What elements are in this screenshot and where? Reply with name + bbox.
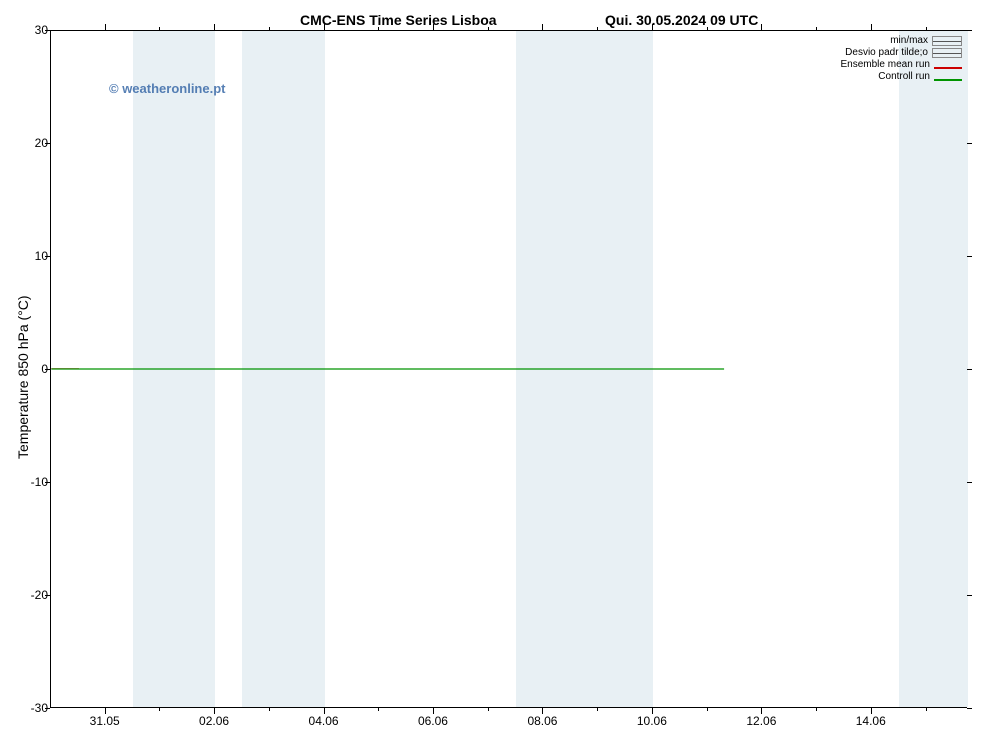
- legend-item: Controll run: [841, 71, 963, 83]
- x-tick-mark: [105, 24, 106, 30]
- x-tick-label: 02.06: [199, 714, 229, 728]
- legend: min/maxDesvio padr tilde;oEnsemble mean …: [841, 35, 963, 83]
- legend-item: min/max: [841, 35, 963, 47]
- x-tick-mark: [105, 708, 106, 714]
- y-tick-mark: [967, 369, 972, 370]
- x-minor-tick-mark: [707, 708, 708, 711]
- y-tick-mark: [45, 30, 50, 31]
- y-tick-mark: [967, 482, 972, 483]
- legend-label: Ensemble mean run: [841, 59, 931, 71]
- x-minor-tick-mark: [378, 708, 379, 711]
- x-tick-label: 12.06: [746, 714, 776, 728]
- y-tick-mark: [45, 708, 50, 709]
- y-tick-mark: [45, 143, 50, 144]
- legend-item: Desvio padr tilde;o: [841, 47, 963, 59]
- chart-lines-svg: [51, 31, 966, 707]
- x-tick-mark: [433, 708, 434, 714]
- y-tick-mark: [967, 256, 972, 257]
- x-minor-tick-mark: [488, 708, 489, 711]
- y-tick-label: -30: [21, 701, 48, 715]
- x-minor-tick-mark: [926, 27, 927, 30]
- x-tick-label: 08.06: [527, 714, 557, 728]
- x-minor-tick-mark: [816, 708, 817, 711]
- y-axis-label: Temperature 850 hPa (°C): [15, 295, 31, 459]
- x-tick-mark: [761, 24, 762, 30]
- y-tick-mark: [967, 30, 972, 31]
- x-tick-mark: [871, 708, 872, 714]
- x-tick-mark: [542, 24, 543, 30]
- x-tick-mark: [324, 24, 325, 30]
- x-tick-label: 14.06: [856, 714, 886, 728]
- x-tick-mark: [214, 708, 215, 714]
- y-tick-mark: [45, 482, 50, 483]
- x-minor-tick-mark: [269, 27, 270, 30]
- x-tick-mark: [761, 708, 762, 714]
- chart-title-left: CMC-ENS Time Series Lisboa: [300, 12, 497, 28]
- x-minor-tick-mark: [597, 708, 598, 711]
- legend-swatch: [934, 79, 962, 81]
- x-tick-mark: [652, 708, 653, 714]
- x-minor-tick-mark: [597, 27, 598, 30]
- watermark: © weatheronline.pt: [109, 81, 225, 96]
- legend-label: min/max: [890, 35, 928, 47]
- x-tick-mark: [433, 24, 434, 30]
- x-tick-label: 10.06: [637, 714, 667, 728]
- chart-container: CMC-ENS Time Series Lisboa Qui. 30.05.20…: [0, 0, 1000, 733]
- x-tick-label: 06.06: [418, 714, 448, 728]
- chart-title-right: Qui. 30.05.2024 09 UTC: [605, 12, 758, 28]
- x-minor-tick-mark: [488, 27, 489, 30]
- x-minor-tick-mark: [269, 708, 270, 711]
- x-minor-tick-mark: [707, 27, 708, 30]
- y-tick-label: -20: [21, 588, 48, 602]
- plot-area: © weatheronline.pt min/maxDesvio padr ti…: [50, 30, 967, 708]
- x-tick-mark: [214, 24, 215, 30]
- x-tick-label: 04.06: [309, 714, 339, 728]
- x-tick-label: 31.05: [90, 714, 120, 728]
- legend-swatch: [932, 36, 962, 46]
- legend-swatch: [934, 67, 962, 69]
- legend-item: Ensemble mean run: [841, 59, 963, 71]
- y-tick-mark: [967, 143, 972, 144]
- x-tick-mark: [542, 708, 543, 714]
- x-minor-tick-mark: [816, 27, 817, 30]
- x-minor-tick-mark: [159, 27, 160, 30]
- y-tick-mark: [45, 595, 50, 596]
- legend-label: Controll run: [878, 71, 930, 83]
- y-tick-label: -10: [21, 475, 48, 489]
- x-tick-mark: [324, 708, 325, 714]
- legend-swatch: [932, 48, 962, 58]
- x-minor-tick-mark: [926, 708, 927, 711]
- x-minor-tick-mark: [159, 708, 160, 711]
- y-tick-mark: [45, 369, 50, 370]
- y-tick-mark: [967, 595, 972, 596]
- x-minor-tick-mark: [378, 27, 379, 30]
- legend-label: Desvio padr tilde;o: [845, 47, 928, 59]
- y-tick-mark: [967, 708, 972, 709]
- x-tick-mark: [652, 24, 653, 30]
- y-tick-mark: [45, 256, 50, 257]
- x-tick-mark: [871, 24, 872, 30]
